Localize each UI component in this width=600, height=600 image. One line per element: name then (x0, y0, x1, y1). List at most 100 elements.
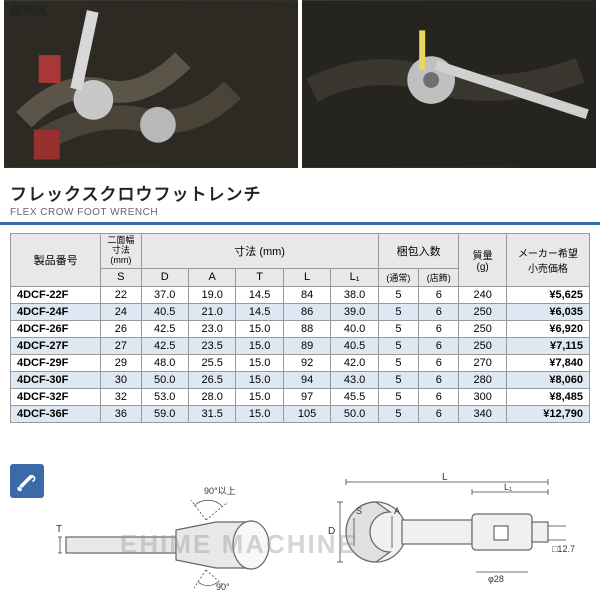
cell-l1: 40.5 (331, 337, 378, 354)
cell-price: ¥7,840 (506, 354, 589, 371)
lbl-t: T (56, 524, 62, 535)
cell-t: 15.0 (236, 371, 283, 388)
th-pack1: (通常) (378, 268, 418, 286)
cell-p1: 5 (378, 388, 418, 405)
usage-photo-1 (4, 0, 298, 168)
cell-a: 23.5 (188, 337, 235, 354)
wrench-icon (10, 464, 44, 498)
cell-d: 59.0 (141, 405, 188, 422)
cell-l: 92 (283, 354, 330, 371)
cell-l: 105 (283, 405, 330, 422)
cell-s: 29 (101, 354, 141, 371)
th-t: T (236, 268, 283, 286)
cell-a: 26.5 (188, 371, 235, 388)
cell-price: ¥5,625 (506, 286, 589, 303)
th-size-group: 二面幅 寸法 (mm) (101, 234, 141, 269)
cell-p1: 5 (378, 337, 418, 354)
cell-d: 42.5 (141, 320, 188, 337)
th-partno: 製品番号 (11, 234, 101, 287)
cell-l1: 43.0 (331, 371, 378, 388)
cell-p1: 5 (378, 405, 418, 422)
cell-l: 86 (283, 303, 330, 320)
cell-partno: 4DCF-36F (11, 405, 101, 422)
cell-l1: 50.0 (331, 405, 378, 422)
lbl-angle2: 90° (216, 582, 230, 592)
cell-d: 42.5 (141, 337, 188, 354)
cell-p1: 5 (378, 303, 418, 320)
cell-t: 15.0 (236, 337, 283, 354)
table-row: 4DCF-26F2642.523.015.08840.056250¥6,920 (11, 320, 590, 337)
cell-d: 40.5 (141, 303, 188, 320)
cell-l1: 40.0 (331, 320, 378, 337)
th-l: L (283, 268, 330, 286)
cell-l: 89 (283, 337, 330, 354)
cell-t: 15.0 (236, 354, 283, 371)
cell-a: 31.5 (188, 405, 235, 422)
photo-row (0, 0, 600, 168)
cell-p1: 5 (378, 320, 418, 337)
title-jp: フレックスクロウフットレンチ (10, 180, 590, 205)
cell-partno: 4DCF-22F (11, 286, 101, 303)
cell-t: 14.5 (236, 303, 283, 320)
th-price: メーカー希望 小売価格 (506, 234, 589, 287)
cell-t: 14.5 (236, 286, 283, 303)
diagram-row: 90°以上 90° T (56, 472, 586, 592)
th-pack-group: 梱包入数 (378, 234, 459, 269)
usage-photo-2 (302, 0, 596, 168)
cell-m: 250 (459, 337, 506, 354)
th-dim-group: 寸法 (mm) (141, 234, 378, 269)
table-row: 4DCF-29F2948.025.515.09242.056270¥7,840 (11, 354, 590, 371)
th-d: D (141, 268, 188, 286)
cell-d: 37.0 (141, 286, 188, 303)
cell-s: 27 (101, 337, 141, 354)
lbl-angle: 90°以上 (204, 486, 236, 496)
cell-l1: 42.0 (331, 354, 378, 371)
lbl-sq: □12.7 (552, 544, 575, 554)
cell-s: 22 (101, 286, 141, 303)
lbl-d: D (328, 526, 335, 537)
cell-a: 21.0 (188, 303, 235, 320)
usage-label: 使用例 (10, 2, 46, 19)
cell-price: ¥8,060 (506, 371, 589, 388)
cell-p1: 5 (378, 371, 418, 388)
cell-p2: 6 (419, 286, 459, 303)
cell-p1: 5 (378, 286, 418, 303)
cell-partno: 4DCF-27F (11, 337, 101, 354)
cell-p2: 6 (419, 405, 459, 422)
diagram-side: 90°以上 90° T (56, 472, 306, 592)
cell-d: 48.0 (141, 354, 188, 371)
th-s: S (101, 268, 141, 286)
table-row: 4DCF-22F2237.019.014.58438.056240¥5,625 (11, 286, 590, 303)
cell-s: 32 (101, 388, 141, 405)
title-en: FLEX CROW FOOT WRENCH (10, 207, 590, 218)
lbl-l: L (442, 472, 448, 483)
cell-price: ¥6,035 (506, 303, 589, 320)
cell-p2: 6 (419, 354, 459, 371)
th-a: A (188, 268, 235, 286)
cell-t: 15.0 (236, 388, 283, 405)
lbl-a: A (394, 506, 400, 516)
cell-s: 36 (101, 405, 141, 422)
cell-l: 84 (283, 286, 330, 303)
cell-price: ¥6,920 (506, 320, 589, 337)
cell-p2: 6 (419, 337, 459, 354)
cell-m: 280 (459, 371, 506, 388)
cell-t: 15.0 (236, 405, 283, 422)
th-pack2: (店飾) (419, 268, 459, 286)
spec-table: 製品番号 二面幅 寸法 (mm) 寸法 (mm) 梱包入数 質量 (g) メーカ… (10, 233, 590, 423)
cell-p2: 6 (419, 303, 459, 320)
cell-t: 15.0 (236, 320, 283, 337)
th-mass: 質量 (g) (459, 234, 506, 287)
cell-l1: 38.0 (331, 286, 378, 303)
lbl-phi: φ28 (488, 574, 504, 584)
cell-l: 97 (283, 388, 330, 405)
cell-m: 250 (459, 303, 506, 320)
cell-s: 24 (101, 303, 141, 320)
cell-a: 19.0 (188, 286, 235, 303)
cell-l: 94 (283, 371, 330, 388)
cell-m: 340 (459, 405, 506, 422)
cell-price: ¥12,790 (506, 405, 589, 422)
cell-p2: 6 (419, 371, 459, 388)
th-l1: L₁ (331, 268, 378, 286)
cell-partno: 4DCF-26F (11, 320, 101, 337)
